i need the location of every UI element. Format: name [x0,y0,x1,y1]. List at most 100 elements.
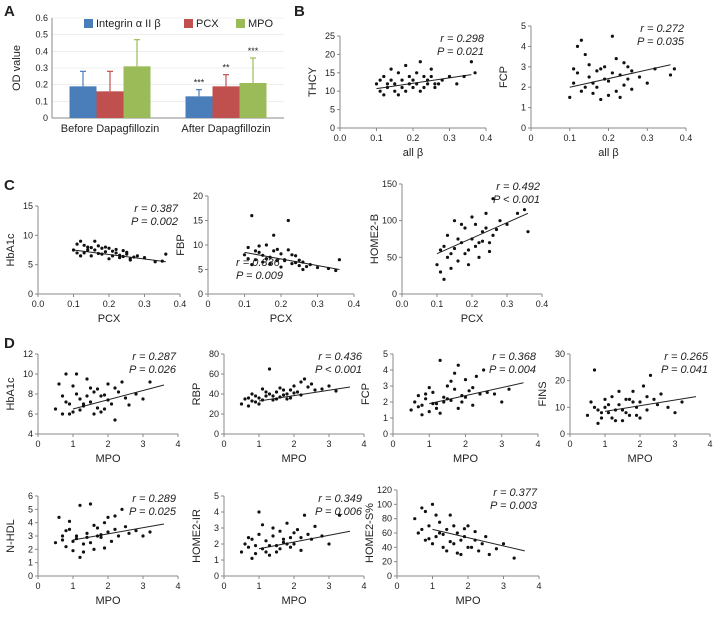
d3-data-point [434,402,439,406]
d6-data-point [271,526,275,530]
a-legend-swatch [236,19,245,28]
chart-c3: 0 50 100 150 0.0 0.1 0.2 0.3 0.4 PCX HOME2-B r = 0.… [369,179,548,325]
c1-data-point [89,254,93,258]
d3-data-point [453,387,457,391]
d2-data-point [327,384,331,388]
c1-data-point [82,243,86,247]
d2-data-point [313,388,317,392]
d2-y-axis-label: RBP [191,383,203,406]
b2-data-point [614,89,618,93]
c1-data-point [110,254,115,258]
d2-data-point [267,367,272,371]
d1-data-point [88,386,93,390]
d5-data-point [88,541,93,545]
d5-p-value: P = 0.025 [129,506,177,518]
d2-data-point [302,377,307,381]
d6-x-tick-label: 0 [221,581,226,591]
d6-data-point [243,542,247,546]
d3-y-tick-label: 5 [383,349,388,359]
b2-data-point [591,81,595,85]
d5-data-point [102,546,107,550]
d5-data-point [148,530,152,534]
d4-data-point [589,400,593,404]
d5-data-point [113,527,117,531]
d3-y-tick-label: 2 [383,397,388,407]
c2-data-point [334,268,338,273]
c3-y-axis-label: HOME2-B [369,214,381,264]
d6-data-point [257,532,261,537]
d1-data-point [60,412,65,416]
c3-x-tick-label: 0.3 [501,299,514,309]
chart-b1: 0 5 10 15 20 25 0.0 0.1 0.2 0.3 0.4 all β THCY r = 0.… [307,31,492,159]
c1-data-point [118,253,122,257]
c3-data-point [449,266,453,270]
c3-data-point [459,241,464,245]
b2-data-point [575,71,580,75]
c2-data-point [268,262,272,266]
b1-data-point [382,93,386,97]
d7-data-point [445,527,449,532]
d4-data-point [627,413,632,417]
d6-data-point [250,537,254,541]
d7-y-tick-label: 20 [382,557,392,567]
d6-data-point [260,547,265,551]
d2-x-tick-label: 2 [291,439,296,449]
d7-y-axis-label: HOME2-S% [364,503,376,563]
c3-data-point [442,277,446,281]
b1-data-point [422,85,426,90]
d7-data-point [441,532,445,537]
c3-data-point [487,241,492,245]
c1-data-point [107,246,111,250]
d5-y-tick-label: 5 [28,504,33,514]
d4-data-point [603,397,607,401]
d4-data-point [631,400,635,404]
b2-data-point [606,79,611,83]
d7-data-point [473,529,477,534]
c1-data-point [75,251,79,255]
c3-fit-line [436,212,529,255]
a-legend-swatch [84,19,93,28]
d6-data-point [253,552,258,556]
d7-data-point [466,545,470,549]
b1-y-tick-label: 0 [330,123,335,133]
d7-data-point [438,531,442,535]
d4-data-point [592,368,597,372]
b1-data-point [382,74,386,79]
d4-data-point [617,403,621,407]
d6-data-point [309,537,314,541]
b1-data-point [433,85,437,90]
b2-data-point [606,93,611,97]
c3-data-point [473,244,478,248]
d4-y-tick-label: 10 [555,402,565,412]
d3-data-point [442,395,446,399]
d4-x-tick-label: 2 [637,439,642,449]
c2-data-point [301,260,305,264]
d2-y-tick-label: 0 [214,429,219,439]
d1-x-tick-label: 2 [105,439,110,449]
d6-y-tick-label: 3 [214,523,219,533]
b2-data-point [668,73,673,77]
b2-data-point [653,67,657,71]
c2-data-point [261,253,265,257]
d5-data-point [106,515,110,519]
d2-data-point [299,380,303,384]
d3-data-point [453,371,457,375]
c3-data-point [452,219,457,223]
d6-x-tick-label: 2 [291,581,296,591]
d6-data-point [267,553,272,557]
d2-data-point [253,400,258,404]
d6-r-value: r = 0.349 [318,493,362,505]
b2-data-point [583,52,587,57]
d3-data-point [434,406,439,410]
b2-data-point [610,71,614,75]
a-legend-label: PCX [196,18,219,30]
d4-data-point [585,413,590,417]
c2-data-point [253,258,258,262]
b2-data-point [645,81,649,85]
b2-x-tick-label: 0.1 [563,133,576,143]
c3-data-point [456,237,460,241]
d1-data-point [116,390,121,394]
d2-data-point [257,402,261,406]
d2-data-point [299,393,303,397]
b2-data-point [587,63,591,67]
